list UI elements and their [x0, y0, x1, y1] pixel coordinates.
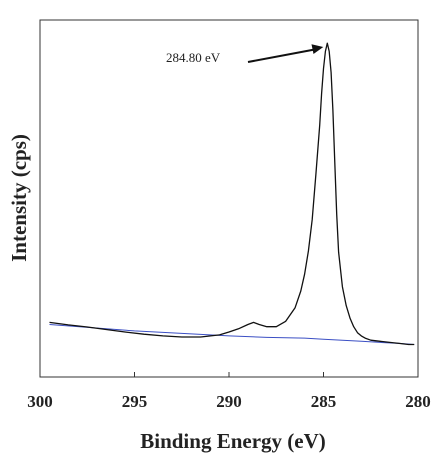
x-tick-label: 290 [216, 392, 242, 411]
annotation-layer: 284.80 eV [166, 44, 324, 65]
x-tick-label: 300 [27, 392, 53, 411]
series-line-background [49, 324, 415, 345]
x-axis-title: Binding Energy (eV) [140, 429, 326, 453]
x-tick-label: 280 [405, 392, 431, 411]
annotation-arrow-head [311, 44, 324, 54]
plot-frame [39, 19, 419, 378]
y-axis-title: Intensity (cps) [7, 134, 31, 262]
annotation-peak-label: 284.80 eV [166, 50, 221, 65]
x-tick-label: 285 [311, 392, 337, 411]
x-axis-ticks: 300 295 290 285 280 [27, 372, 431, 411]
x-tick-label: 295 [122, 392, 148, 411]
series-line-spectrum [49, 42, 415, 346]
annotation-arrow-line [247, 48, 318, 63]
series-layer [49, 42, 415, 346]
